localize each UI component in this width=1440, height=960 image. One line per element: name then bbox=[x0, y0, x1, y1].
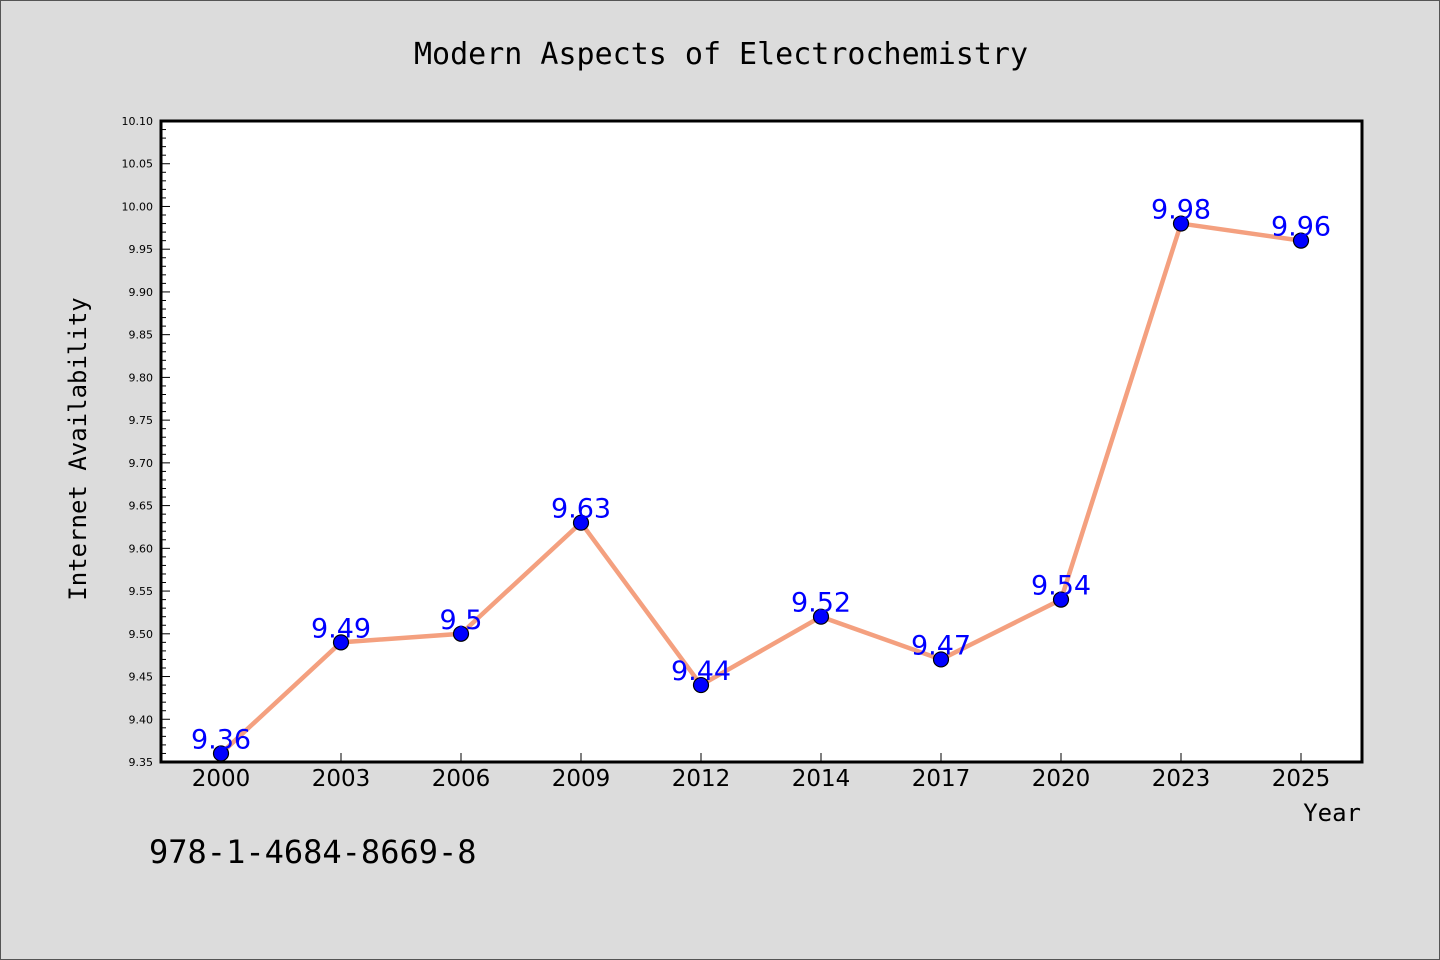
data-label: 9.96 bbox=[1271, 212, 1331, 243]
data-label: 9.54 bbox=[1031, 571, 1091, 602]
data-label: 9.52 bbox=[791, 588, 851, 619]
x-tick-label: 2012 bbox=[672, 766, 731, 792]
x-tick-label: 2023 bbox=[1152, 766, 1211, 792]
data-point bbox=[1172, 215, 1190, 232]
x-axis-label: Year bbox=[1303, 799, 1361, 827]
x-tick-label: 2020 bbox=[1032, 766, 1091, 792]
data-label: 9.63 bbox=[551, 494, 611, 525]
chart-title: Modern Aspects of Electrochemistry bbox=[414, 37, 1028, 72]
data-label: 9.36 bbox=[191, 724, 251, 755]
y-tick-label: 9.55 bbox=[129, 585, 154, 598]
y-tick-label: 9.75 bbox=[129, 414, 154, 427]
y-axis-label: Internet Availability bbox=[64, 297, 92, 600]
data-point bbox=[692, 676, 710, 694]
x-tick-label: 2003 bbox=[312, 766, 371, 792]
x-tick-label: 2025 bbox=[1272, 766, 1331, 792]
data-label: 9.5 bbox=[440, 605, 483, 636]
series-line bbox=[219, 221, 1302, 756]
y-tick-label: 9.40 bbox=[129, 713, 154, 726]
series-group bbox=[212, 215, 1310, 762]
plot-area bbox=[159, 119, 1364, 764]
x-axis: 2000 2003 2006 2009 2012 2014 2017 2020 2023 2025 bbox=[192, 753, 1331, 792]
y-tick-label: 9.45 bbox=[129, 671, 154, 684]
data-point bbox=[812, 608, 830, 625]
data-point bbox=[572, 514, 590, 531]
x-tick-label: 2009 bbox=[552, 766, 611, 792]
data-label: 9.47 bbox=[911, 630, 971, 661]
y-tick-label: 9.65 bbox=[129, 500, 154, 513]
x-tick-label: 2014 bbox=[792, 766, 851, 792]
y-tick-label: 9.70 bbox=[129, 457, 154, 470]
data-label: 9.49 bbox=[311, 613, 371, 644]
x-tick-label: 2017 bbox=[912, 766, 971, 792]
x-tick-label: 2000 bbox=[192, 766, 251, 792]
y-tick-label: 10.10 bbox=[122, 115, 154, 128]
data-point bbox=[452, 625, 470, 642]
y-tick-label: 9.95 bbox=[129, 243, 154, 256]
y-tick-label: 10.00 bbox=[122, 200, 154, 213]
y-tick-label: 9.90 bbox=[129, 286, 154, 299]
data-point bbox=[212, 745, 230, 762]
data-labels-group: 9.36 9.49 9.5 9.63 9.44 9.52 9.47 9.54 9.98 9.96 bbox=[191, 195, 1331, 756]
x-tick-label: 2006 bbox=[432, 766, 491, 792]
data-point bbox=[332, 634, 350, 651]
y-tick-label: 10.05 bbox=[122, 158, 154, 171]
data-point bbox=[1052, 591, 1070, 608]
data-label: 9.98 bbox=[1151, 195, 1211, 226]
y-tick-label: 9.35 bbox=[129, 756, 154, 769]
y-axis: 9.35 9.40 9.45 9.50 9.55 9.60 9.65 9.70 9.75 9.80… bbox=[122, 115, 170, 769]
y-tick-label: 9.60 bbox=[129, 542, 154, 555]
y-tick-label: 9.85 bbox=[129, 329, 154, 342]
data-point bbox=[932, 651, 950, 668]
y-tick-label: 9.80 bbox=[129, 371, 154, 384]
y-tick-label: 9.50 bbox=[129, 628, 154, 641]
isbn-text: 978-1-4684-8669-8 bbox=[149, 833, 477, 871]
data-label: 9.44 bbox=[671, 656, 731, 687]
data-point bbox=[1292, 232, 1310, 249]
